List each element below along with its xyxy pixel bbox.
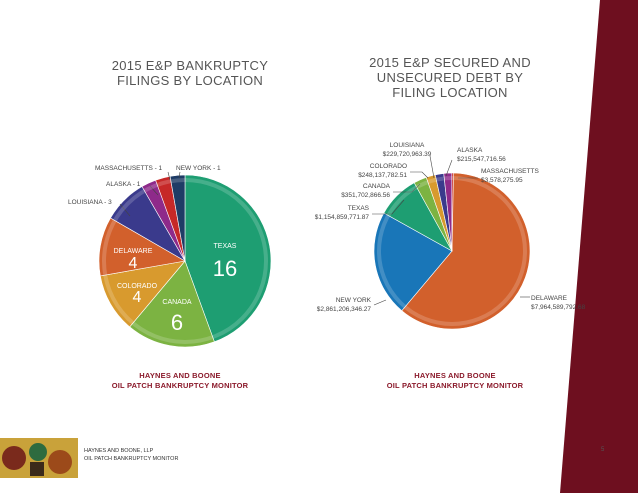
left-pie-ring <box>102 178 268 344</box>
slice-label-delaware: DELAWARE <box>531 295 568 302</box>
slice-label-colorado: COLORADO <box>370 163 407 170</box>
leader-line-alaska <box>445 159 453 177</box>
slice-value-louisiana: $229,720,963.39 <box>383 151 432 158</box>
left-source-line: OIL PATCH BANKRUPTCY MONITOR <box>111 381 249 390</box>
pie-slice-canada <box>129 260 215 348</box>
right-chart-title-line: UNSECURED DEBT BY <box>376 70 524 85</box>
slice-label-texas: TEXAS <box>348 205 370 212</box>
pie-slice-new-york <box>169 174 186 262</box>
slice-label-colorado: COLORADO <box>117 283 158 290</box>
right-source-line: OIL PATCH BANKRUPTCY MONITOR <box>386 381 524 390</box>
footer-decorative-art <box>0 438 78 478</box>
pie-slice-new-york <box>373 212 453 312</box>
slice-label-massachusetts: MASSACHUSETTS - 1 <box>95 165 163 172</box>
slice-label-new-york: NEW YORK <box>336 297 372 304</box>
right-pie-ring <box>377 176 527 326</box>
slice-value-colorado: 4 <box>133 289 142 306</box>
slice-label-canada: CANADA <box>162 299 192 306</box>
slice-value-texas: 16 <box>213 256 237 281</box>
slice-value-delaware: $7,964,589,792.68 <box>531 304 586 311</box>
slice-label-massachusetts: MASSACHUSETTS <box>481 168 539 175</box>
leader-line-texas <box>372 199 405 215</box>
slice-label-canada: CANADA <box>363 183 391 190</box>
leader-line-massachusetts <box>167 171 171 181</box>
pie-slice-delaware <box>401 172 531 330</box>
left-chart-title: 2015 E&P BANKRUPTCY FILINGS BY LOCATION <box>95 58 285 88</box>
slice-label-alaska: ALASKA - 1 <box>106 181 141 188</box>
right-chart-source: HAYNES AND BOONE OIL PATCH BANKRUPTCY MO… <box>370 371 540 391</box>
right-source-line: HAYNES AND BOONE <box>414 371 496 380</box>
right-chart-title-line: 2015 E&P SECURED AND <box>369 55 531 70</box>
right-chart-title-line: FILING LOCATION <box>392 85 508 100</box>
slice-value-canada: 6 <box>171 310 183 335</box>
pie-slice-texas <box>184 174 272 343</box>
footer-publication: OIL PATCH BANKRUPTCY MONITOR <box>84 456 179 462</box>
slice-label-louisiana: LOUISIANA - 3 <box>68 199 112 206</box>
slice-value-texas: $1,154,859,771.87 <box>315 214 370 221</box>
slice-value-colorado: $248,137,782.51 <box>358 172 407 179</box>
leader-line-canada <box>393 183 421 193</box>
leader-line-colorado <box>410 171 429 179</box>
slice-label-texas: TEXAS <box>214 243 237 250</box>
left-chart-title-line: FILINGS BY LOCATION <box>116 73 264 88</box>
right-chart-title: 2015 E&P SECURED AND UNSECURED DEBT BY F… <box>345 55 555 100</box>
leader-line-new-york <box>373 299 387 306</box>
left-chart-title-line: 2015 E&P BANKRUPTCY <box>111 58 269 73</box>
leader-line-new-york <box>178 171 181 179</box>
slice-value-massachusetts: $3,578,275.95 <box>481 177 523 184</box>
leader-line-alaska <box>149 185 159 196</box>
slice-label-new-york: NEW YORK - 1 <box>176 165 221 172</box>
leader-line-louisiana <box>119 203 131 217</box>
left-chart-source: HAYNES AND BOONE OIL PATCH BANKRUPTCY MO… <box>95 371 265 391</box>
slice-value-delaware: 4 <box>129 255 138 272</box>
footer-company: HAYNES AND BOONE, LLP <box>84 448 154 454</box>
slice-label-alaska: ALASKA <box>457 147 483 154</box>
slice-value-canada: $351,702,866.56 <box>341 192 390 199</box>
slice-value-new-york: $2,861,206,346.27 <box>317 306 372 313</box>
pie-slice-massachusetts <box>451 172 454 252</box>
footer-text: HAYNES AND BOONE, LLP OIL PATCH BANKRUPT… <box>84 447 178 463</box>
left-source-line: HAYNES AND BOONE <box>139 371 221 380</box>
page-number: 5 <box>601 447 605 453</box>
slice-value-alaska: $215,547,716.56 <box>457 156 506 163</box>
leader-line-louisiana <box>429 155 435 179</box>
slice-label-louisiana: LOUISIANA <box>390 142 425 149</box>
slice-label-delaware: DELAWARE <box>114 248 153 255</box>
